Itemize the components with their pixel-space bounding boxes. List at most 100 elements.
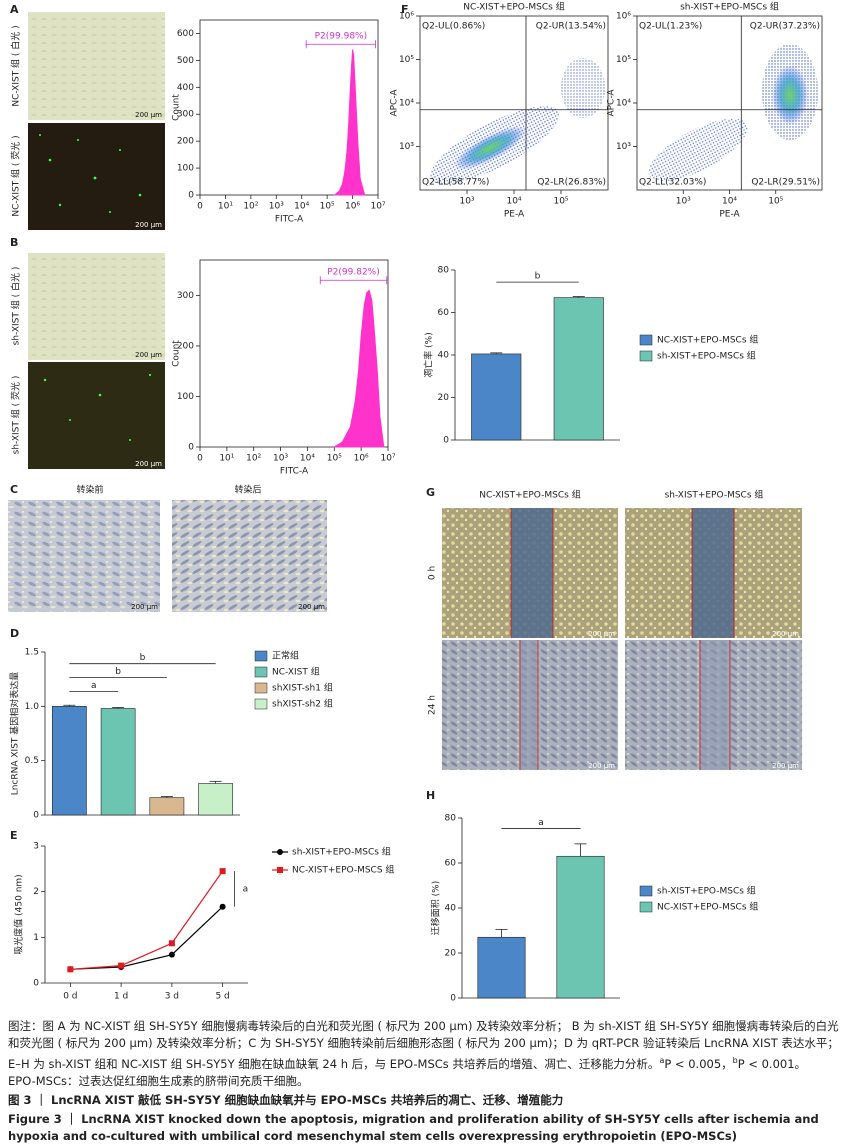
y-axis-label: LncRNA XIST 基因相对表达量 — [9, 672, 21, 796]
y-tick-label: 1.5 — [25, 648, 39, 658]
point — [168, 940, 175, 947]
x-tick-label: 10⁴ — [722, 197, 737, 207]
significance-label: a — [538, 818, 544, 828]
quadrant-label: Q2-UL(1.23%) — [639, 22, 702, 32]
y-tick-label: 10⁴ — [616, 99, 631, 109]
micrograph — [28, 362, 165, 469]
legend-label: NC-XIST+EPO-MSCs 组 — [657, 334, 758, 346]
x-tick-label: 10² — [246, 454, 261, 464]
row-label: NC-XIST 组 ( 白光 ) — [10, 25, 22, 106]
figure-title-en: Figure 3 ｜ LncRNA XIST knocked down the … — [8, 1111, 819, 1143]
quadrant-label: Q2-UR(37.23%) — [750, 22, 820, 32]
y-tick-label: 200 — [177, 137, 194, 147]
x-tick-label: 10⁴ — [300, 454, 315, 464]
quadrant-label: Q2-LR(26.83%) — [537, 178, 606, 188]
row-label: sh-XIST 组 ( 白光 ) — [10, 267, 22, 346]
y-tick-label: 10⁴ — [399, 99, 414, 109]
scratch-gap — [700, 640, 730, 770]
chart-title: NC-XIST+EPO-MSCs 组 — [463, 1, 564, 13]
x-tick-label: 5 d — [215, 992, 229, 1002]
bar — [556, 855, 605, 999]
quadrant-label: Q2-UR(13.54%) — [536, 22, 606, 32]
x-tick-label: 3 d — [165, 992, 179, 1002]
image-title: sh-XIST+EPO-MSCs 组 — [665, 489, 764, 501]
legend-swatch — [254, 682, 268, 694]
scale-bar: 200 μm — [135, 460, 162, 468]
gate-label: P2(99.98%) — [315, 32, 368, 42]
caption-sig-mark: a — [659, 1056, 665, 1065]
quadrant-label: Q2-LR(29.51%) — [751, 178, 820, 188]
legend-swatch — [254, 698, 268, 710]
micrograph — [172, 500, 327, 612]
x-axis-label: PE-A — [719, 210, 740, 220]
y-axis-label: APC-A — [390, 89, 400, 117]
x-tick-label: 10⁵ — [553, 197, 568, 207]
micrograph — [28, 12, 165, 120]
x-tick-label: 0 — [197, 202, 203, 212]
y-tick-label: 60 — [438, 308, 450, 318]
plot-frame — [199, 19, 379, 196]
y-tick-label: 10⁶ — [616, 12, 631, 22]
y-tick-label: 60 — [445, 859, 457, 869]
figure: A B C D E F G H 200 μm 200 μm NC-XIST 组 … — [8, 1, 823, 1004]
x-axis-label: FITC-A — [275, 215, 304, 225]
y-tick-label: 300 — [177, 291, 194, 301]
y-axis-label: Count — [172, 94, 182, 121]
y-tick-label: 10³ — [616, 142, 631, 152]
significance-label: b — [140, 653, 146, 663]
significance-label: a — [91, 681, 97, 691]
x-tick-label: 10⁵ — [327, 454, 342, 464]
scale-bar: 200 μm — [588, 630, 615, 638]
x-tick-label: 10³ — [269, 202, 284, 212]
plot-frame — [199, 259, 389, 448]
point — [67, 966, 74, 973]
point — [118, 962, 125, 969]
x-tick-label: 10⁴ — [294, 202, 309, 212]
bar — [149, 797, 185, 816]
y-tick-label: 500 — [177, 56, 194, 66]
legend-label: shXIST-sh1 组 — [272, 682, 333, 694]
panel-label: G — [426, 486, 435, 499]
y-tick-label: 10⁶ — [399, 12, 414, 22]
significance-label: b — [115, 667, 121, 677]
caption-sig: P < 0.001。 — [737, 1056, 807, 1071]
caption-sig: P < 0.005， — [664, 1056, 733, 1071]
x-tick-label: 10¹ — [219, 454, 234, 464]
y-tick-label: 40 — [445, 904, 457, 914]
legend-label: shXIST-sh2 组 — [272, 698, 333, 710]
y-tick-label: 80 — [438, 266, 450, 276]
point — [219, 868, 226, 875]
quadrant-label: Q2-LL(32.03%) — [639, 178, 706, 188]
bar — [553, 297, 604, 441]
density-cloud — [430, 44, 818, 184]
y-tick-label: 100 — [177, 164, 194, 174]
scale-bar: 200 μm — [135, 351, 162, 359]
panel-label: C — [10, 483, 18, 496]
y-axis-label: 迁移面积 (%) — [430, 881, 442, 935]
y-tick-label: 0 — [443, 436, 449, 446]
y-tick-label: 2 — [33, 887, 39, 897]
x-tick-label: 10⁶ — [354, 454, 369, 464]
image-title: 转染前 — [76, 484, 103, 496]
micrograph — [28, 123, 165, 230]
legend-marker — [277, 849, 283, 855]
x-tick-label: 0 — [197, 454, 203, 464]
y-tick-label: 0.5 — [25, 756, 39, 766]
scale-bar: 200 μm — [135, 221, 162, 229]
legend-swatch — [254, 666, 268, 678]
panel-label: F — [401, 3, 409, 16]
micrograph — [8, 500, 160, 612]
y-tick-label: 10⁵ — [616, 55, 631, 65]
x-tick-label: 10⁴ — [506, 197, 521, 207]
legend-label: NC-XIST 组 — [272, 666, 320, 678]
y-axis-label: APC-A — [607, 89, 617, 117]
legend-swatch — [639, 350, 653, 362]
y-tick-label: 40 — [438, 351, 450, 361]
x-tick-label: 10³ — [273, 454, 288, 464]
micrograph — [28, 253, 165, 360]
bar — [100, 708, 136, 816]
scratch-gap — [520, 640, 538, 770]
bar — [477, 936, 526, 999]
x-tick-label: 10¹ — [218, 202, 233, 212]
y-axis-label: Count — [172, 340, 182, 367]
